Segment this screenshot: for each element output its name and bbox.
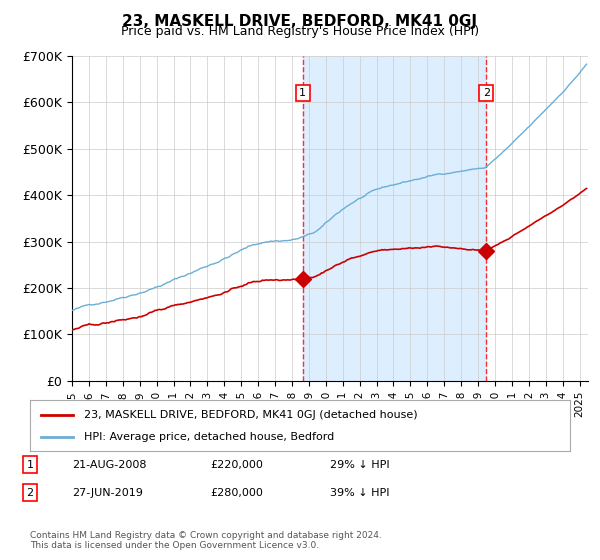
Text: 23, MASKELL DRIVE, BEDFORD, MK41 0GJ (detached house): 23, MASKELL DRIVE, BEDFORD, MK41 0GJ (de… bbox=[84, 409, 418, 419]
Text: 2: 2 bbox=[26, 488, 34, 498]
Text: Price paid vs. HM Land Registry's House Price Index (HPI): Price paid vs. HM Land Registry's House … bbox=[121, 25, 479, 38]
Text: 27-JUN-2019: 27-JUN-2019 bbox=[72, 488, 143, 498]
Text: 29% ↓ HPI: 29% ↓ HPI bbox=[330, 460, 389, 470]
Text: 2: 2 bbox=[483, 88, 490, 98]
Text: 23, MASKELL DRIVE, BEDFORD, MK41 0GJ: 23, MASKELL DRIVE, BEDFORD, MK41 0GJ bbox=[122, 14, 478, 29]
Text: 1: 1 bbox=[26, 460, 34, 470]
Text: 21-AUG-2008: 21-AUG-2008 bbox=[72, 460, 146, 470]
Text: 1: 1 bbox=[299, 88, 306, 98]
Text: 39% ↓ HPI: 39% ↓ HPI bbox=[330, 488, 389, 498]
Text: £280,000: £280,000 bbox=[210, 488, 263, 498]
Text: £220,000: £220,000 bbox=[210, 460, 263, 470]
Bar bbox=[303, 56, 487, 381]
Text: HPI: Average price, detached house, Bedford: HPI: Average price, detached house, Bedf… bbox=[84, 432, 334, 442]
Text: Contains HM Land Registry data © Crown copyright and database right 2024.
This d: Contains HM Land Registry data © Crown c… bbox=[30, 530, 382, 550]
